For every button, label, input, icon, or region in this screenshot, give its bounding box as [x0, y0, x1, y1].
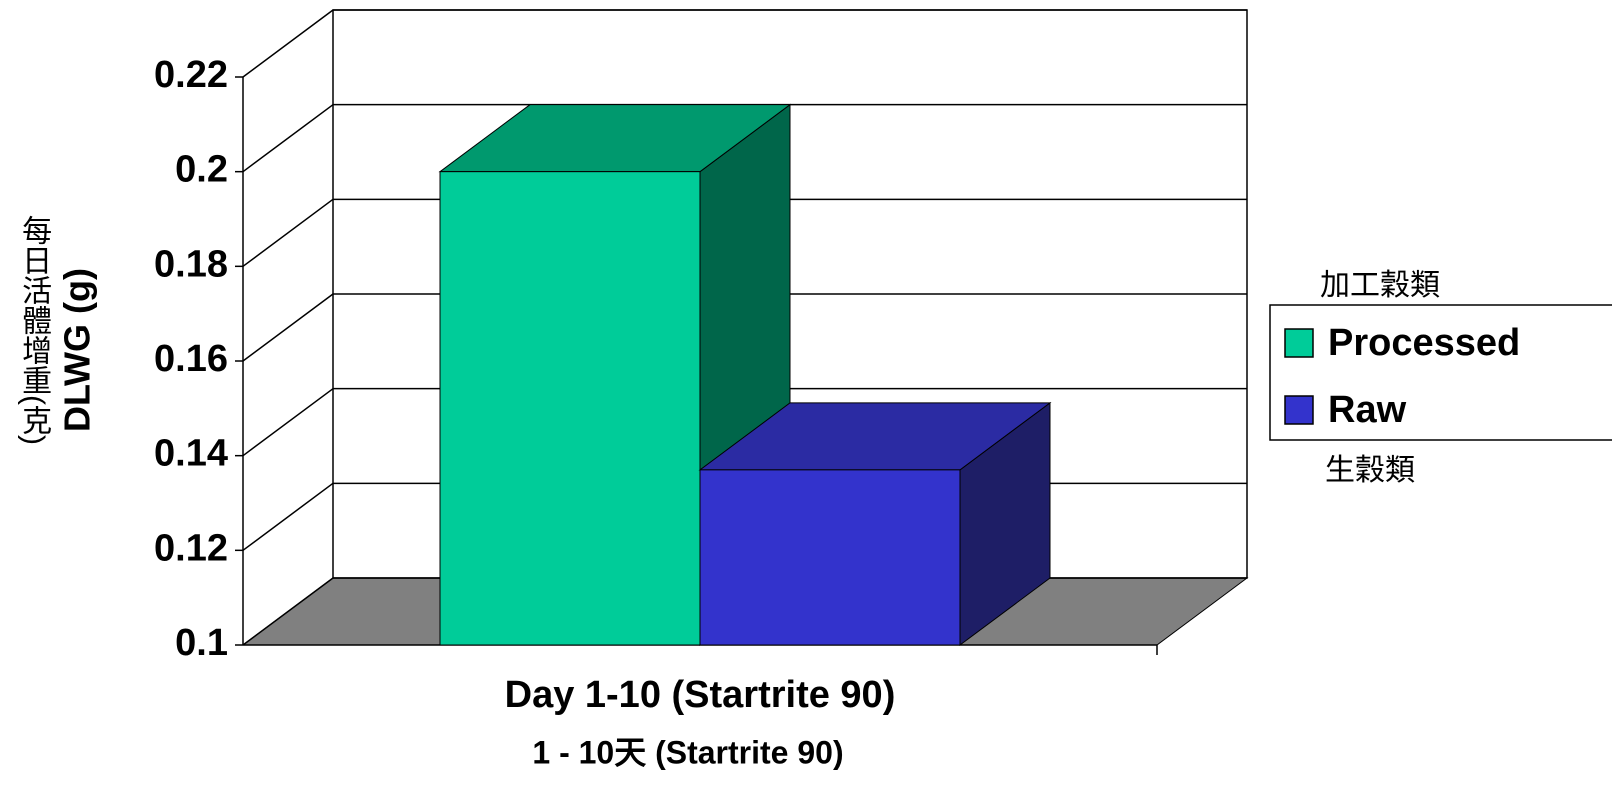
- legend-note: 加工穀類: [1320, 269, 1440, 302]
- y-axis-title: DLWG (g): [57, 268, 98, 432]
- legend-swatch: [1284, 328, 1314, 358]
- y-tick-label: 0.2: [175, 149, 228, 191]
- legend-label: Processed: [1328, 322, 1520, 364]
- grid-line: [242, 104, 334, 173]
- y-tick-label: 0.14: [154, 433, 228, 475]
- grid-line: [242, 388, 334, 457]
- y-tick-label: 0.16: [154, 338, 228, 380]
- grid-line: [242, 9, 334, 78]
- legend-swatch: [1284, 395, 1314, 425]
- legend-box: [1269, 304, 1612, 441]
- legend-label: Raw: [1328, 389, 1407, 431]
- grid-line: [242, 482, 334, 551]
- grid-line: [242, 198, 334, 267]
- y-tick-label: 0.1: [175, 622, 228, 664]
- y-tick-label: 0.18: [154, 243, 228, 285]
- y-axis-title-zh: 每日活體增重(克): [17, 215, 51, 445]
- legend-note: 生穀類: [1325, 454, 1415, 487]
- x-tick-sublabel: 1 - 10天 (Startrite 90): [532, 734, 843, 770]
- bar: [699, 469, 961, 646]
- y-tick-label: 0.12: [154, 527, 228, 569]
- grid-line: [242, 577, 334, 646]
- grid-line: [242, 293, 334, 362]
- bar: [439, 171, 701, 646]
- x-tick-label: Day 1-10 (Startrite 90): [505, 674, 896, 716]
- y-tick-label: 0.22: [154, 54, 228, 96]
